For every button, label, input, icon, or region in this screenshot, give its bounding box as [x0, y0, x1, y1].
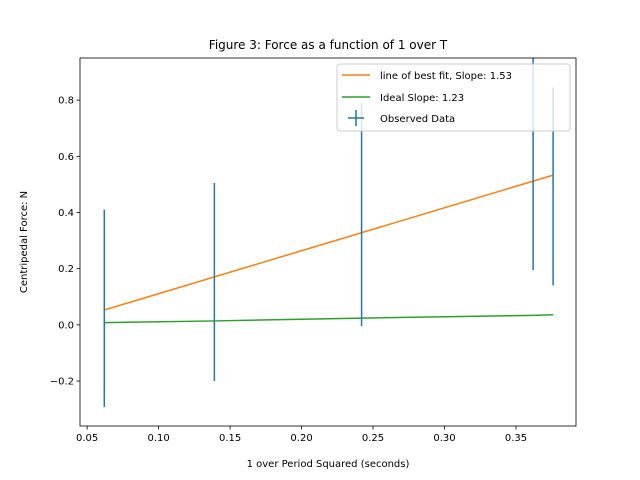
y-tick-label: 0.0 [58, 320, 74, 331]
y-tick-label: 0.2 [58, 264, 74, 275]
y-tick-label: −0.2 [50, 377, 74, 388]
x-tick-label: 0.25 [362, 433, 384, 444]
legend-swatch-observed [348, 110, 364, 126]
x-tick-label: 0.35 [505, 433, 527, 444]
plot-frame [79, 57, 577, 427]
y-axis-title: Centripedal Force: N [19, 191, 30, 293]
legend-label-observed: Observed Data [380, 114, 455, 125]
chart-title: Figure 3: Force as a function of 1 over … [209, 38, 448, 52]
y-tick-label: 0.8 [58, 96, 74, 107]
x-tick-label: 0.20 [290, 433, 312, 444]
y-axis: −0.2 0.0 0.2 0.4 0.6 0.8 [50, 96, 80, 388]
series-line-best-fit [104, 174, 554, 311]
legend-label-ideal: Ideal Slope: 1.23 [380, 93, 464, 104]
y-tick-label: 0.6 [58, 152, 74, 163]
x-tick-label: 0.30 [433, 433, 455, 444]
y-tick-label: 0.4 [58, 208, 74, 219]
x-tick-label: 0.10 [147, 433, 169, 444]
legend-label-best-fit: line of best fit, Slope: 1.53 [380, 71, 512, 82]
x-axis: 0.05 0.10 0.15 0.20 0.25 0.30 0.35 [76, 426, 527, 444]
x-tick-label: 0.15 [219, 433, 241, 444]
legend: line of best fit, Slope: 1.53 Ideal Slop… [336, 63, 571, 132]
x-tick-label: 0.05 [76, 433, 98, 444]
x-axis-title: 1 over Period Squared (seconds) [247, 459, 410, 470]
legend-box [336, 63, 571, 132]
